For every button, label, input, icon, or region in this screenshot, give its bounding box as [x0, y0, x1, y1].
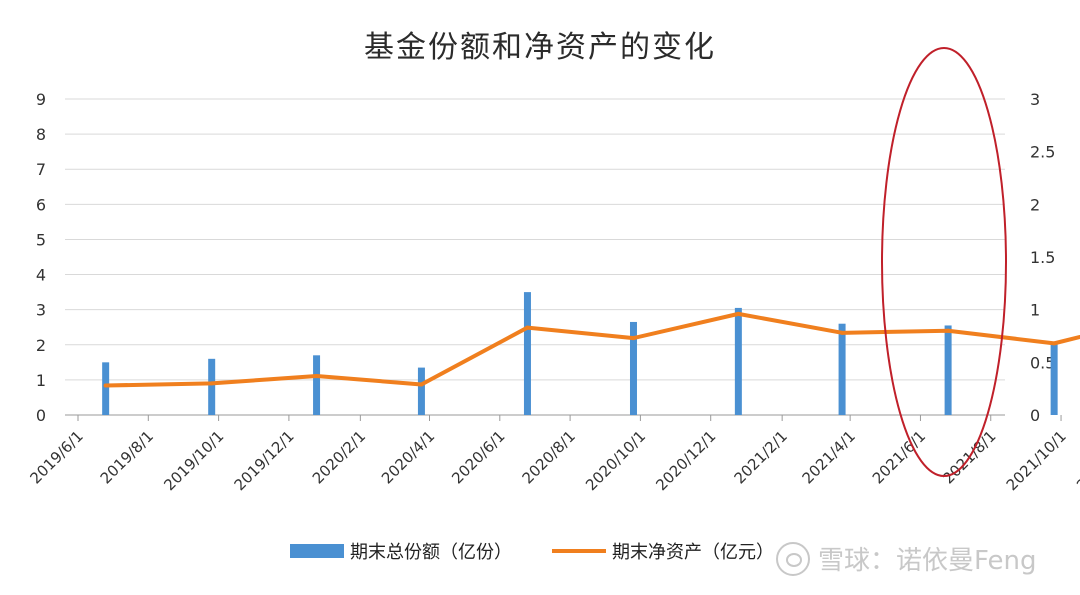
bar [838, 323, 846, 415]
x-tick-label: 2019/6/1 [26, 427, 86, 487]
legend-label-shares: 期末总份额（亿份） [350, 542, 512, 563]
bar [523, 292, 531, 415]
x-tick-label: 2021/6/1 [869, 427, 929, 487]
watermark-text: 雪球：诺依曼Feng [818, 546, 1037, 576]
line-point [840, 330, 845, 335]
x-tick-label: 2019/10/1 [160, 427, 227, 494]
left-tick-label: 3 [36, 301, 46, 320]
legend-item-shares: 期末总份额（亿份） [290, 538, 512, 564]
line-series [103, 311, 1080, 388]
x-tick-label: 2020/8/1 [519, 427, 579, 487]
bar [208, 358, 216, 415]
left-tick-label: 6 [36, 195, 46, 214]
left-tick-label: 5 [36, 230, 46, 249]
x-tick-label: 2020/4/1 [378, 427, 438, 487]
chart-title: 基金份额和净资产的变化 [364, 30, 716, 65]
bar [1050, 343, 1058, 415]
right-tick-label: 2 [1030, 195, 1040, 214]
legend-label-assets: 期末净资产（亿元） [612, 542, 774, 563]
right-tick-label: 2.5 [1030, 143, 1055, 162]
bar [734, 307, 742, 415]
x-tick-label: 2021/12/1 [1073, 427, 1080, 494]
legend-item-assets: 期末净资产（亿元） [552, 538, 774, 564]
legend: 期末总份额（亿份） 期末净资产（亿元） [290, 538, 814, 564]
snowball-icon [776, 541, 810, 576]
x-tick-label: 2020/10/1 [582, 427, 649, 494]
line-path [103, 311, 1080, 388]
line-point [525, 325, 530, 330]
right-tick-label: 0.5 [1030, 353, 1055, 372]
x-tick-label: 2019/12/1 [231, 427, 298, 494]
bar-series [102, 292, 1058, 415]
line-point [736, 311, 741, 316]
right-tick-label: 1 [1030, 301, 1040, 320]
left-tick-label: 0 [36, 406, 46, 425]
bar [102, 362, 110, 415]
left-tick-label: 2 [36, 336, 46, 355]
line-point [209, 381, 214, 386]
bar [313, 355, 321, 415]
highlight-ellipse [881, 47, 1007, 477]
right-tick-label: 3 [1030, 90, 1040, 109]
bar [629, 321, 637, 415]
x-tick-label: 2019/8/1 [97, 427, 157, 487]
bar [417, 367, 425, 415]
left-tick-label: 1 [36, 371, 46, 390]
x-tick-label: 2020/12/1 [652, 427, 719, 494]
line-point [1052, 341, 1057, 346]
x-axis-ticks: 2019/6/1 2019/8/1 2019/10/1 2019/12/1 2020/2… [26, 415, 1080, 494]
annotation [881, 47, 1007, 477]
watermark: 雪球：诺依曼Feng [776, 540, 1037, 577]
legend-swatch-line [552, 549, 606, 553]
legend-swatch-bar [290, 544, 344, 558]
right-axis-ticks: 0 0.5 1 1.5 2 2.5 3 [1030, 90, 1055, 425]
x-tick-label: 2021/4/1 [799, 427, 859, 487]
gridlines [65, 98, 1005, 416]
line-point [419, 382, 424, 387]
left-axis-ticks: 0 1 2 3 4 5 6 7 8 9 [36, 90, 46, 425]
bar [944, 325, 952, 415]
left-tick-label: 4 [36, 266, 46, 285]
x-tick-label: 2021/10/1 [1003, 427, 1070, 494]
x-tick-label: 2020/6/1 [448, 427, 508, 487]
right-tick-label: 1.5 [1030, 248, 1055, 267]
left-tick-label: 7 [36, 160, 46, 179]
line-point [946, 328, 951, 333]
x-tick-label: 2021/2/1 [731, 427, 791, 487]
left-tick-label: 9 [36, 90, 46, 109]
right-tick-label: 0 [1030, 406, 1040, 425]
line-point [314, 374, 319, 379]
line-point [631, 336, 636, 341]
x-tick-label: 2020/2/1 [309, 427, 369, 487]
line-point [103, 383, 108, 388]
left-tick-label: 8 [36, 125, 46, 144]
